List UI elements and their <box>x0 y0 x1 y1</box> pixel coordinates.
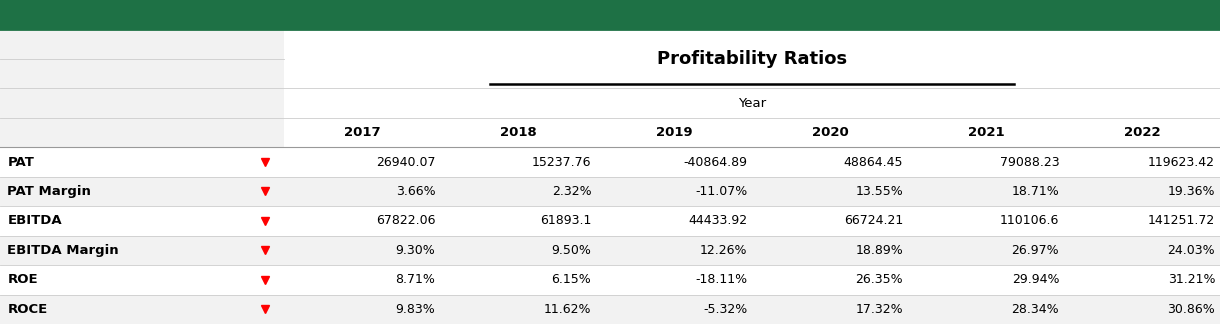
Text: 2018: 2018 <box>500 126 537 139</box>
Text: 17.32%: 17.32% <box>855 303 903 316</box>
Text: 79088.23: 79088.23 <box>999 156 1059 168</box>
Text: PAT: PAT <box>7 156 34 168</box>
Text: 18.71%: 18.71% <box>1011 185 1059 198</box>
Text: 15237.76: 15237.76 <box>532 156 592 168</box>
Bar <box>0 295 1220 324</box>
Text: 24.03%: 24.03% <box>1168 244 1215 257</box>
Text: 31.21%: 31.21% <box>1168 273 1215 286</box>
Text: -5.32%: -5.32% <box>703 303 747 316</box>
Text: 6.15%: 6.15% <box>551 273 592 286</box>
Text: -40864.89: -40864.89 <box>683 156 747 168</box>
Text: 48864.45: 48864.45 <box>844 156 903 168</box>
Bar <box>0 29 284 88</box>
Text: 2021: 2021 <box>967 126 1004 139</box>
Text: 61893.1: 61893.1 <box>540 214 592 227</box>
Bar <box>0 265 1220 295</box>
Text: PAT Margin: PAT Margin <box>7 185 92 198</box>
Text: 8.71%: 8.71% <box>395 273 436 286</box>
Text: -18.11%: -18.11% <box>695 273 747 286</box>
Text: 9.83%: 9.83% <box>395 303 436 316</box>
Text: 141251.72: 141251.72 <box>1148 214 1215 227</box>
Text: 110106.6: 110106.6 <box>999 214 1059 227</box>
Text: 26.35%: 26.35% <box>855 273 903 286</box>
Text: 11.62%: 11.62% <box>544 303 592 316</box>
Text: 2019: 2019 <box>656 126 693 139</box>
Text: 19.36%: 19.36% <box>1168 185 1215 198</box>
Text: 30.86%: 30.86% <box>1168 303 1215 316</box>
Text: ROE: ROE <box>7 273 38 286</box>
Text: 2017: 2017 <box>344 126 381 139</box>
Text: EBITDA Margin: EBITDA Margin <box>7 244 118 257</box>
Text: -11.07%: -11.07% <box>695 185 747 198</box>
Text: 9.50%: 9.50% <box>551 244 592 257</box>
Bar <box>0 0 1220 29</box>
Text: 26.97%: 26.97% <box>1011 244 1059 257</box>
Text: 13.55%: 13.55% <box>855 185 903 198</box>
Text: EBITDA: EBITDA <box>7 214 62 227</box>
Bar <box>0 236 1220 265</box>
Bar <box>0 177 1220 206</box>
Text: 18.89%: 18.89% <box>855 244 903 257</box>
Bar <box>0 206 1220 236</box>
Text: 2020: 2020 <box>811 126 848 139</box>
Bar <box>0 118 284 147</box>
Text: 26940.07: 26940.07 <box>376 156 436 168</box>
Text: 28.34%: 28.34% <box>1011 303 1059 316</box>
Bar <box>284 88 1220 118</box>
Text: Year: Year <box>738 97 766 110</box>
Text: 44433.92: 44433.92 <box>688 214 747 227</box>
Text: 66724.21: 66724.21 <box>844 214 903 227</box>
Text: 29.94%: 29.94% <box>1011 273 1059 286</box>
Bar <box>0 88 284 118</box>
Bar <box>0 147 1220 177</box>
Text: Profitability Ratios: Profitability Ratios <box>658 50 847 68</box>
Bar <box>284 29 1220 88</box>
Text: 3.66%: 3.66% <box>395 185 436 198</box>
Text: 2.32%: 2.32% <box>551 185 592 198</box>
Text: 67822.06: 67822.06 <box>376 214 436 227</box>
Text: ROCE: ROCE <box>7 303 48 316</box>
Text: 119623.42: 119623.42 <box>1148 156 1215 168</box>
Bar <box>284 118 1220 147</box>
Text: 2022: 2022 <box>1124 126 1160 139</box>
Text: 9.30%: 9.30% <box>395 244 436 257</box>
Text: 12.26%: 12.26% <box>700 244 747 257</box>
